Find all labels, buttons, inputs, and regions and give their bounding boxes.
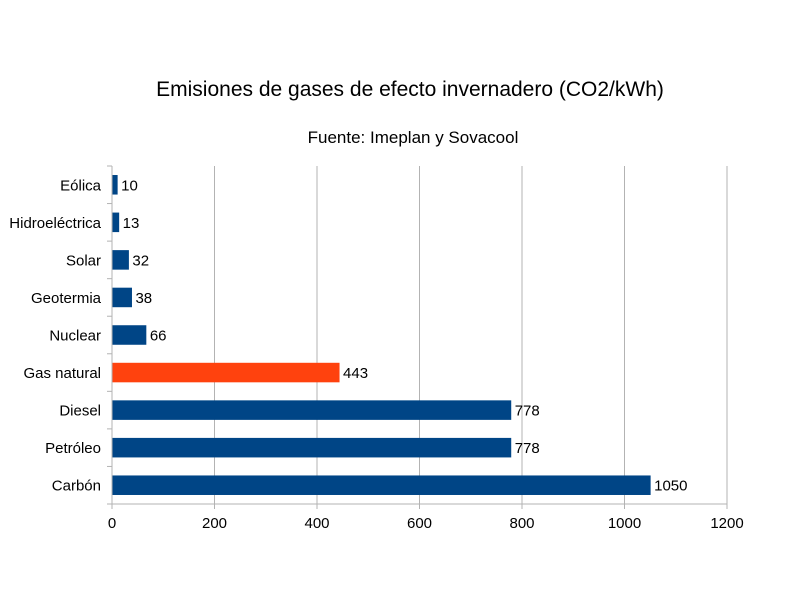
data-label: 443 (343, 365, 368, 382)
chart-subtitle: Fuente: Imeplan y Sovacool (307, 128, 519, 147)
data-label: 10 (121, 177, 138, 194)
category-label: Eólica (60, 177, 102, 194)
x-tick-label: 600 (407, 515, 432, 532)
bar-geotermia (112, 287, 132, 308)
x-tick-label: 1000 (608, 515, 641, 532)
x-tick-labels: 0 200 400 600 800 1000 1200 (108, 515, 744, 532)
bar-gas-natural (112, 362, 340, 383)
category-label: Solar (66, 252, 101, 269)
x-tick-label: 800 (509, 515, 534, 532)
bar-solar (112, 250, 129, 270)
bar-petróleo (112, 437, 512, 458)
category-label: Nuclear (49, 328, 101, 345)
category-label: Gas natural (23, 365, 101, 382)
x-tick-label: 1200 (710, 515, 743, 532)
data-label: 778 (515, 403, 540, 420)
category-label: Diesel (59, 403, 101, 420)
x-tick-label: 0 (108, 515, 116, 532)
data-label: 66 (150, 328, 167, 345)
category-labels: Eólica Hidroeléctrica Solar Geotermia Nuclea… (9, 177, 101, 494)
data-label: 778 (515, 440, 540, 457)
data-label: 38 (135, 290, 152, 307)
bar-carbón (112, 475, 651, 495)
bar-diesel (112, 400, 512, 420)
category-label: Hidroeléctrica (9, 215, 101, 232)
bar-eólica (112, 175, 118, 195)
bar-nuclear (112, 325, 147, 345)
x-tick-label: 400 (304, 515, 329, 532)
data-label: 32 (132, 252, 149, 269)
category-label: Carbón (52, 478, 101, 495)
category-label: Geotermia (31, 290, 102, 307)
bars (112, 175, 651, 495)
bar-hidroeléctrica (112, 212, 120, 233)
data-label: 1050 (654, 478, 687, 495)
data-label: 13 (123, 215, 140, 232)
category-label: Petróleo (45, 440, 101, 457)
gridlines (107, 165, 728, 509)
chart-title: Emisiones de gases de efecto invernadero… (156, 78, 664, 101)
data-labels: 10 13 32 38 66 443 778 778 1050 (121, 177, 687, 494)
x-tick-label: 200 (202, 515, 227, 532)
